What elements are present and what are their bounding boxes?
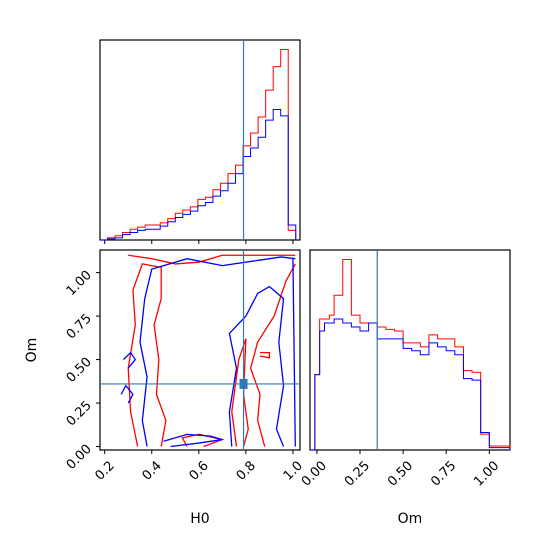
om-xtick-label-1: 0.25 [342, 458, 373, 489]
om-histogram-series [310, 259, 511, 451]
contour-xtick-label-3: 0.8 [234, 458, 259, 483]
contour-ytick-label-0: 0.00 [64, 442, 95, 473]
contour-line-red-1 [127, 263, 167, 447]
om-histogram-frame [309, 249, 511, 451]
contour-xtick-label-2: 0.6 [187, 458, 212, 483]
contour-line-blue-1 [228, 285, 285, 447]
contour-line-red-4 [181, 433, 225, 448]
contour-ytick-label-1: 0.25 [64, 398, 95, 429]
contour-series [120, 254, 296, 448]
om-histogram-xticks: 0.00 0.25 0.50 0.75 1.00 [299, 450, 502, 490]
contour-xlabel: H0 [190, 511, 209, 527]
contour-xticks: 0.2 0.4 0.6 0.8 1.0 [93, 450, 306, 484]
h0-histogram-step-red [100, 49, 297, 241]
contour-ytick-label-2: 0.50 [64, 355, 95, 386]
contour-ytick-label-4: 1.00 [64, 268, 95, 299]
contour-ylabel: Om [24, 338, 40, 363]
contour-frame [99, 249, 301, 451]
contour-line-red-0 [128, 254, 296, 265]
contour-line-blue-5 [120, 384, 134, 404]
contour-xtick-label-1: 0.4 [140, 458, 165, 483]
panel-om-histogram: 0.00 0.25 0.50 0.75 1.00 Om [299, 249, 511, 527]
truth-point-marker [239, 378, 248, 389]
om-xtick-label-4: 1.00 [471, 458, 502, 489]
om-xtick-label-2: 0.50 [385, 458, 416, 489]
contour-ytick-label-3: 0.75 [64, 311, 95, 342]
h0-histogram-step-blue [100, 108, 297, 241]
contour-line-red-2 [249, 263, 296, 447]
om-histogram-step-blue [310, 318, 511, 451]
contour-yticks: 0.00 0.25 0.50 0.75 1.00 [64, 268, 100, 473]
panel-h0-om-contour: 0.2 0.4 0.6 0.8 1.0 0.000.250.500.751.00 H0 … [24, 249, 306, 527]
panel-h0-histogram [99, 39, 301, 244]
om-xtick-label-0: 0.00 [299, 458, 330, 489]
contour-line-blue-4 [123, 351, 137, 369]
contour-xtick-label-0: 0.2 [93, 458, 118, 483]
contour-line-blue-2 [292, 258, 296, 447]
contour-line-blue-3 [163, 433, 223, 448]
om-histogram-xlabel: Om [398, 511, 423, 527]
om-histogram-step-red [310, 259, 511, 451]
h0-histogram-xticks [104, 240, 294, 244]
h0-histogram-series [100, 49, 297, 241]
h0-histogram-frame [99, 39, 301, 241]
contour-line-red-5 [259, 351, 271, 359]
contour-line-red-3 [231, 338, 249, 447]
om-xtick-label-3: 0.75 [428, 458, 459, 489]
contour-line-blue-0 [139, 256, 296, 447]
